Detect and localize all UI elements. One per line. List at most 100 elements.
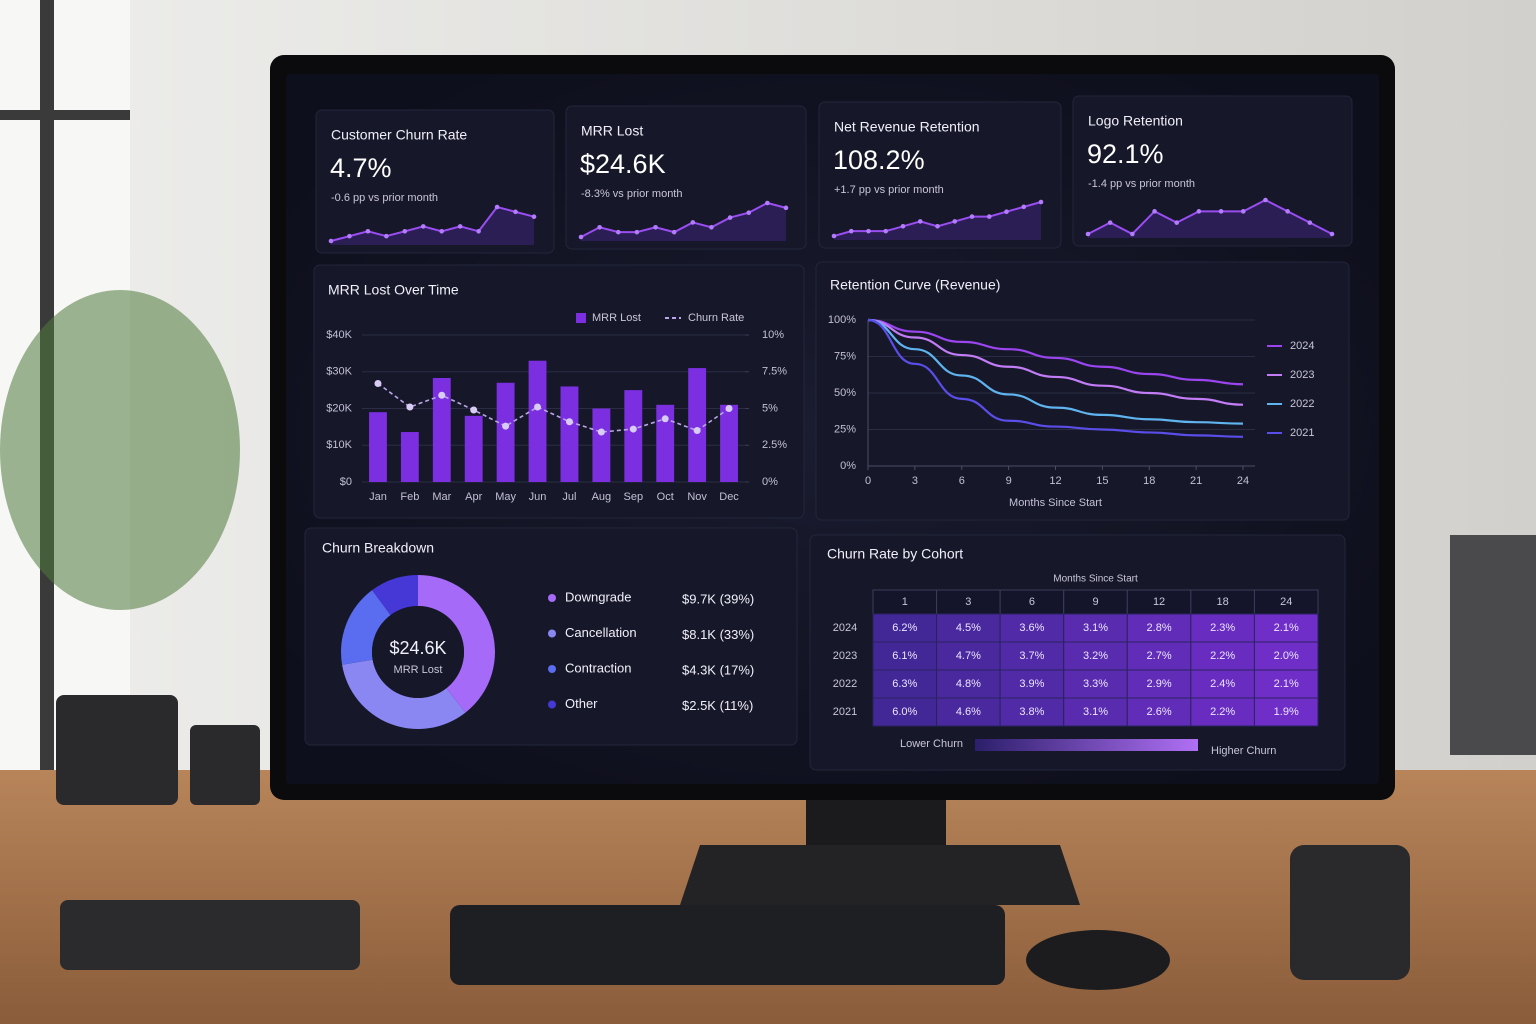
kpi-delta: -1.4 pp vs prior month bbox=[1088, 178, 1195, 190]
sparkline-area bbox=[581, 203, 786, 241]
sparkline-point bbox=[1218, 209, 1224, 214]
line-point bbox=[597, 428, 605, 436]
donut-hole bbox=[372, 606, 464, 698]
sparkline-point bbox=[969, 214, 975, 219]
bar bbox=[688, 368, 707, 482]
line-series bbox=[867, 318, 1244, 406]
x-tick-label: Jul bbox=[562, 491, 576, 503]
sparkline-point bbox=[578, 234, 584, 240]
x-tick-label: Sep bbox=[624, 491, 644, 503]
value-label: $4.3K (17%) bbox=[682, 662, 754, 677]
y-tick-label: $10K bbox=[326, 439, 352, 451]
mug bbox=[1290, 845, 1410, 980]
y-tick-label: 50% bbox=[834, 387, 856, 399]
x-tick-label: May bbox=[495, 491, 516, 503]
y2-tick-label: 5% bbox=[762, 402, 778, 414]
cell-value: 2.1% bbox=[1274, 622, 1299, 634]
cell-value: 4.6% bbox=[956, 706, 981, 718]
heat-cell bbox=[1190, 697, 1255, 727]
cell-value: 1.9% bbox=[1274, 706, 1299, 718]
bar bbox=[656, 404, 675, 482]
y-tick-label: $40K bbox=[326, 329, 352, 341]
cell-value: 2.1% bbox=[1274, 678, 1299, 690]
sparkline-point bbox=[900, 223, 906, 229]
heat-cell bbox=[1190, 641, 1255, 671]
sparkline-point bbox=[1107, 220, 1113, 225]
chart-title: Churn Breakdown bbox=[322, 540, 434, 556]
sparkline-point bbox=[783, 205, 789, 211]
legend-label: Churn Rate bbox=[688, 312, 744, 324]
x-tick-label: Mar bbox=[432, 491, 451, 503]
pie-slice bbox=[418, 575, 495, 713]
x-tick-label: Jun bbox=[529, 491, 547, 503]
cell-value: 2.4% bbox=[1210, 678, 1235, 690]
line-point bbox=[534, 403, 542, 411]
sparkline-point bbox=[365, 228, 371, 234]
legend-dot bbox=[548, 629, 556, 638]
sparkline-point bbox=[513, 209, 518, 215]
y-tick-label: 100% bbox=[828, 314, 856, 326]
kpi-value: 4.7% bbox=[330, 153, 392, 183]
sparkline-point bbox=[1329, 231, 1335, 237]
notebook bbox=[60, 900, 360, 970]
legend-label: MRR Lost bbox=[592, 312, 641, 324]
window-frame bbox=[0, 110, 130, 120]
kpi-title: MRR Lost bbox=[581, 123, 643, 139]
legend-label: Downgrade bbox=[565, 589, 632, 604]
sparkline bbox=[330, 205, 535, 242]
sparkline-point bbox=[531, 214, 537, 220]
legend-dot bbox=[548, 665, 556, 673]
row-label: 2024 bbox=[833, 622, 857, 634]
line-point bbox=[661, 415, 669, 423]
column-label: 12 bbox=[1153, 596, 1165, 608]
pie-slice bbox=[341, 590, 391, 665]
sparkline-point bbox=[347, 233, 352, 239]
value-label: $2.5K (11%) bbox=[682, 698, 753, 713]
sparkline-area bbox=[834, 202, 1041, 240]
sparkline-point bbox=[883, 228, 889, 234]
cell-value: 3.6% bbox=[1019, 622, 1044, 634]
plant bbox=[0, 290, 240, 610]
legend-label: 2022 bbox=[1290, 398, 1314, 410]
heat-cell bbox=[936, 669, 1001, 699]
sparkline bbox=[1087, 198, 1333, 236]
sparkline-point bbox=[671, 229, 677, 235]
sparkline-point bbox=[420, 224, 426, 229]
column-label: 18 bbox=[1217, 596, 1229, 608]
x-tick-label: Feb bbox=[400, 491, 419, 503]
line-point bbox=[406, 403, 414, 411]
sparkline-point bbox=[1307, 220, 1313, 225]
sparkline-point bbox=[848, 228, 854, 234]
cell-value: 3.9% bbox=[1019, 678, 1044, 690]
line-point bbox=[693, 427, 701, 435]
bar bbox=[592, 408, 611, 482]
kpi-title: Logo Retention bbox=[1088, 113, 1183, 129]
kpi-delta: +1.7 pp vs prior month bbox=[834, 184, 944, 196]
sparkline-point bbox=[439, 228, 445, 234]
legend-swatch bbox=[576, 313, 586, 323]
y-tick-label: $0 bbox=[340, 476, 352, 488]
panel bbox=[315, 109, 555, 254]
sparkline-point bbox=[476, 228, 481, 234]
sparkline-point bbox=[986, 214, 992, 219]
cell-value: 4.7% bbox=[956, 650, 981, 662]
column-label: 24 bbox=[1280, 596, 1292, 608]
sparkline-point bbox=[866, 228, 871, 234]
sparkline-point bbox=[1038, 199, 1044, 205]
column-label: 1 bbox=[902, 596, 908, 608]
legend-label: Cancellation bbox=[565, 625, 637, 640]
x-tick-label: 18 bbox=[1143, 475, 1155, 487]
sparkline-point bbox=[1174, 220, 1180, 225]
sparkline-point bbox=[952, 219, 958, 224]
x-tick-label: 9 bbox=[1006, 475, 1012, 487]
x-tick-label: Oct bbox=[657, 491, 674, 503]
bar bbox=[400, 432, 419, 482]
cell-value: 2.0% bbox=[1274, 650, 1299, 662]
sparkline-point bbox=[1085, 231, 1091, 237]
bar bbox=[369, 412, 387, 482]
heat-cell bbox=[1063, 641, 1128, 671]
heat-cell bbox=[936, 613, 1001, 643]
legend-low: Lower Churn bbox=[900, 738, 963, 750]
panel bbox=[818, 101, 1062, 249]
center-label: MRR Lost bbox=[394, 664, 443, 676]
